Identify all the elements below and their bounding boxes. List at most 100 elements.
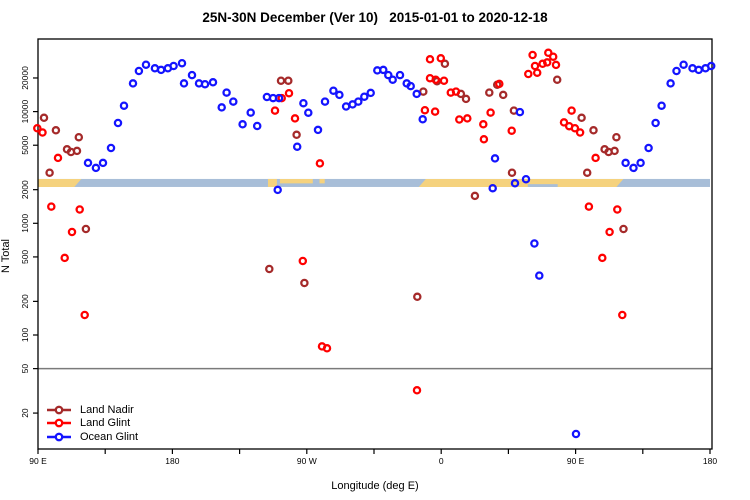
data-point [672,66,681,76]
map-band-land [319,178,325,184]
data-point [354,97,363,106]
legend-symbol-icon [47,432,71,442]
y-tick-label: 500 [20,250,30,264]
data-point [217,103,226,112]
map-band-land [267,178,277,187]
data-point [60,253,69,263]
data-point [589,126,598,135]
data-point [222,88,231,97]
map-band-ocean-notch [527,184,558,187]
map-band-ocean [38,178,710,187]
data-point [532,68,542,77]
data-point [300,278,309,288]
data-point [320,97,330,106]
legend-label: Ocean Glint [80,430,139,443]
data-point [98,158,108,168]
data-point [666,79,675,88]
data-point [379,65,388,75]
data-point [451,87,461,96]
data-point [644,143,653,153]
data-point [38,128,47,137]
data-point [276,76,286,85]
data-point [335,90,344,100]
data-point [119,101,129,110]
data-point [91,163,101,173]
data-point [265,264,274,274]
data-point [395,70,405,80]
x-tick-label: 90 W [297,456,317,466]
data-point [618,310,627,320]
data-point [208,78,218,87]
x-axis-title: Longitude (deg E) [331,480,419,492]
chart-title: 25N-30N December (Ver 10) 2015-01-01 to … [202,10,548,25]
data-point [621,158,630,168]
data-point [156,65,166,75]
data-point [479,135,489,144]
data-point [613,205,622,214]
data-point [591,153,600,163]
legend-item: Land Nadir [44,403,138,417]
data-point [412,386,422,395]
data-point [304,108,313,117]
data-point [299,98,308,108]
data-point [706,61,716,71]
map-band-land [38,178,82,187]
data-point [366,88,375,98]
data-point [33,123,42,133]
data-point [584,202,594,211]
data-point [274,93,284,103]
data-point [619,224,628,234]
data-point [238,120,247,129]
data-point [81,224,91,234]
data-point [577,113,586,123]
data-point [200,79,210,89]
data-point [413,292,422,302]
y-tick-label: 20000 [20,66,30,90]
legend-symbol-icon [47,405,71,415]
data-point [657,101,666,110]
data-point [169,61,178,71]
data-point [490,154,500,163]
y-tick-label: 200 [20,294,30,308]
data-point [507,168,517,177]
data-point [521,174,531,184]
data-point [360,92,369,101]
data-point [548,52,558,61]
data-point [406,81,415,91]
data-point [461,94,471,104]
y-tick-label: 2000 [20,180,30,199]
data-point [229,97,238,106]
data-point [535,271,544,280]
data-point [544,48,553,58]
data-point [53,153,63,163]
data-point [72,146,82,156]
data-point [515,107,525,117]
data-point [134,66,144,76]
data-point [425,55,435,64]
data-point [141,60,151,69]
data-point [74,132,84,142]
data-point [524,69,533,79]
data-point [322,344,332,353]
legend-item: Land Glint [44,417,138,431]
data-point [605,227,614,237]
data-point [486,108,495,117]
data-point [530,239,539,248]
data-point [128,79,138,88]
data-point [187,70,197,80]
data-point [47,202,56,211]
data-point [455,115,464,124]
data-point [284,76,293,85]
data-point [551,60,561,70]
data-point [598,253,607,263]
y-axis-title: N Total [0,238,12,274]
data-point [273,185,282,195]
data-point [694,65,703,75]
data-point [284,88,294,98]
y-tick-label: 20 [20,408,30,418]
legend-item: Ocean Glint [44,430,138,444]
data-point [495,79,504,89]
data-point [75,205,84,214]
y-tick-label: 5000 [20,136,30,155]
